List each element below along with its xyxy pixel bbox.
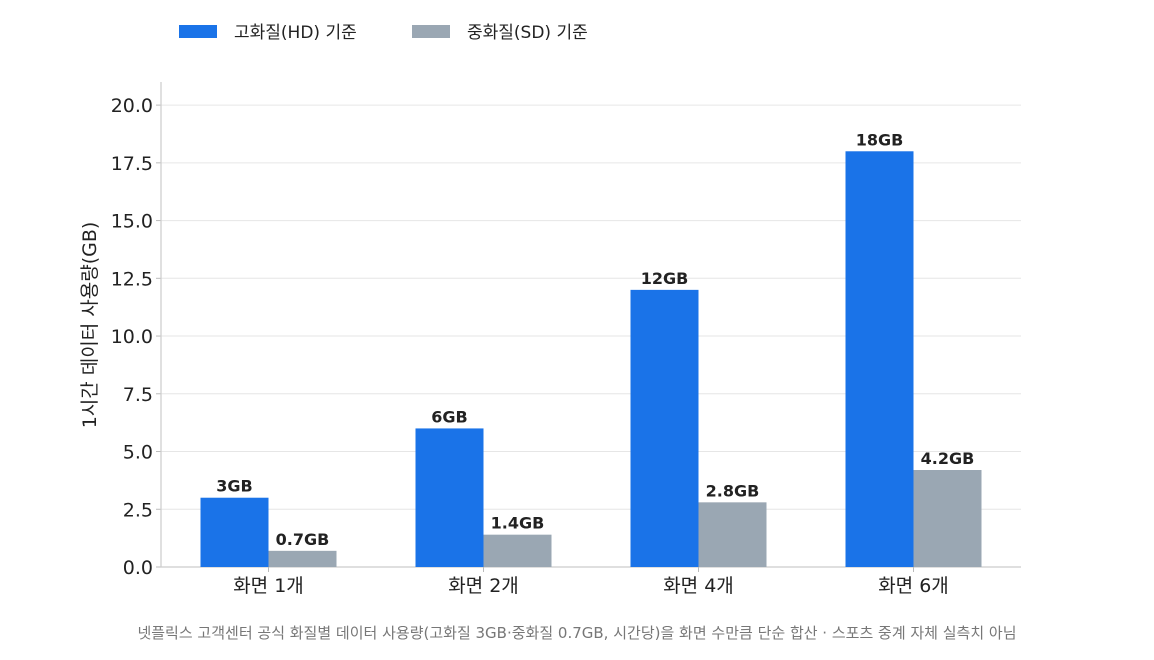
y-tick-label: 5.0: [123, 442, 153, 464]
data-label: 1.4GB: [491, 514, 545, 533]
y-tick-label: 0.0: [123, 557, 153, 579]
y-tick-label: 2.5: [123, 499, 153, 521]
bar-sd: [698, 502, 767, 567]
x-category-label: 화면 2개: [448, 575, 519, 597]
bar-hd: [630, 289, 699, 567]
y-axis-title: 1시간 데이터 사용량(GB): [79, 222, 101, 429]
legend-label: 고화질(HD) 기준: [234, 23, 357, 43]
y-tick-label: 7.5: [123, 384, 153, 406]
y-tick-label: 12.5: [111, 268, 153, 290]
y-tick-label: 15.0: [111, 211, 153, 233]
data-label: 6GB: [431, 407, 467, 426]
data-label: 3GB: [216, 477, 252, 496]
footnote: 넷플릭스 고객센터 공식 화질별 데이터 사용량(고화질 3GB·중화질 0.7…: [137, 624, 1016, 642]
y-tick-label: 17.5: [111, 153, 153, 175]
x-category-label: 화면 4개: [663, 575, 734, 597]
bar-hd: [415, 428, 484, 567]
legend-label: 중화질(SD) 기준: [467, 23, 588, 43]
bars: [200, 151, 982, 568]
data-label: 2.8GB: [706, 481, 760, 500]
data-label: 4.2GB: [921, 449, 975, 468]
y-tick-label: 20.0: [111, 95, 153, 117]
legend: 고화질(HD) 기준 중화질(SD) 기준: [179, 23, 588, 43]
x-category-label: 화면 6개: [878, 575, 949, 597]
bar-sd: [913, 470, 982, 567]
bar-hd: [845, 151, 914, 568]
y-tick-label: 10.0: [111, 326, 153, 348]
gridlines: [161, 104, 1021, 510]
bar-hd: [200, 497, 269, 567]
data-label: 0.7GB: [276, 530, 330, 549]
data-label: 12GB: [641, 269, 689, 288]
legend-swatch: [412, 25, 450, 38]
bar-sd: [483, 534, 552, 567]
bar-sd: [268, 550, 337, 567]
legend-swatch: [179, 25, 217, 38]
axes: 0.0 2.5 5.0 7.5 10.0 12.5 15.0 17.5 20.0 화면 1개 화면 …: [111, 82, 1021, 597]
data-labels: 3GB 0.7GB 6GB 1.4GB 12GB 2.8GB 18GB 4.2GB: [216, 130, 974, 549]
x-category-label: 화면 1개: [233, 575, 304, 597]
data-label: 18GB: [856, 130, 904, 149]
